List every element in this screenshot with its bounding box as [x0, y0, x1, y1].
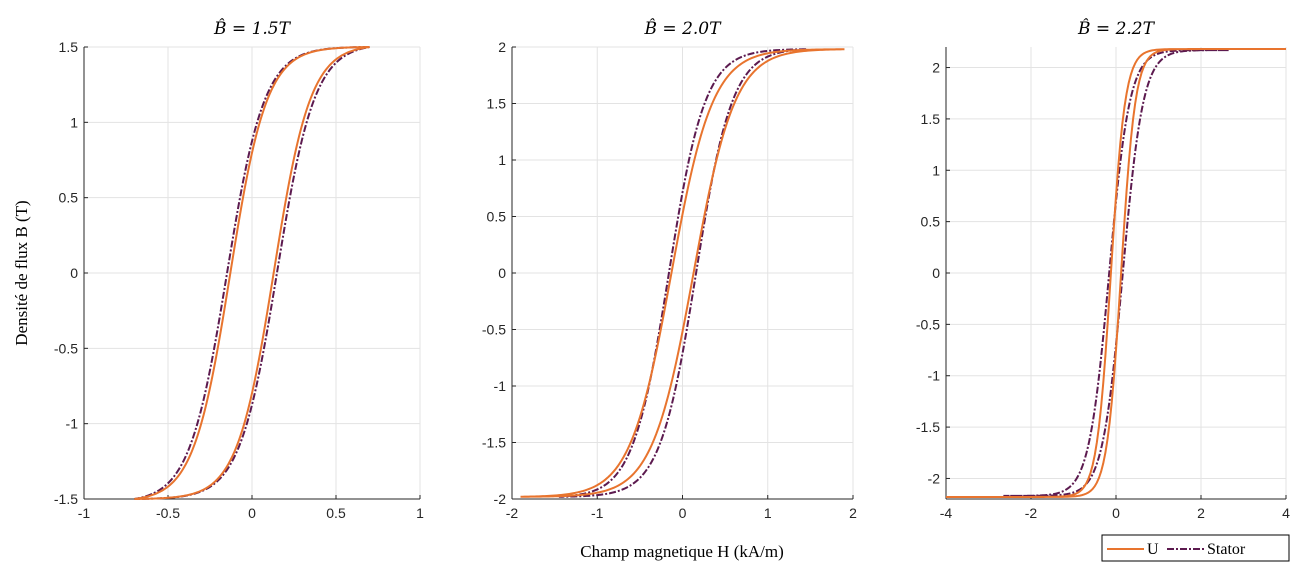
y-tick-label: 1: [498, 152, 506, 168]
x-tick-label: -2: [1025, 505, 1038, 521]
series-u-curve: [520, 48, 845, 498]
y-tick-label: -2: [494, 491, 507, 507]
y-tick-label: 2: [498, 39, 506, 55]
y-tick-label: 1: [70, 114, 78, 130]
y-tick-label: 0: [70, 265, 78, 281]
y-tick-label: 0.5: [487, 209, 507, 225]
y-tick-label: 0.5: [921, 214, 941, 230]
x-tick-label: 2: [849, 505, 857, 521]
y-tick-label: -1.5: [54, 491, 78, 507]
x-tick-label: 1: [764, 505, 772, 521]
x-tick-label: 0.5: [326, 505, 346, 521]
x-tick-label: -1: [591, 505, 604, 521]
panel-3: -4 -2 0 2 4 -2 -1.5 -1 -0.5 0 0.5 1 1.5 2 B̂ = 2.2T: [916, 19, 1290, 521]
x-tick-label: -4: [940, 505, 953, 521]
panel-title: B̂ = 1.5T: [213, 19, 292, 39]
y-tick-label: -1.5: [916, 419, 940, 435]
y-axis-label: Densité de flux B (T): [12, 200, 31, 345]
y-tick-label: 1.5: [487, 96, 507, 112]
y-tick-label: -0.5: [916, 316, 940, 332]
series-u-curve: [134, 46, 370, 500]
y-tick-label: 1: [932, 162, 940, 178]
y-tick-label: 1.5: [921, 111, 941, 127]
legend-label-stator: Stator: [1207, 541, 1246, 558]
panel-title: B̂ = 2.0T: [644, 19, 723, 39]
x-tick-label: -1: [78, 505, 91, 521]
y-tick-label: -0.5: [482, 322, 506, 338]
y-tick-label: -1: [66, 416, 79, 432]
y-tick-label: 0: [498, 265, 506, 281]
panel-2: -2 -1 0 1 2 -2 -1.5 -1 -0.5 0 0.5 1 1.5 2 B̂ = 2.0T: [482, 19, 857, 521]
x-tick-label: -2: [506, 505, 519, 521]
y-tick-label: -0.5: [54, 340, 78, 356]
x-tick-label: 1: [416, 505, 424, 521]
panel-1: -1 -0.5 0 0.5 1-1.5-1-0.500.511.5B̂ = 1.5T: [54, 19, 424, 521]
x-tick-label: 2: [1197, 505, 1205, 521]
legend: U Stator: [1101, 534, 1290, 562]
series-stator-curve: [1003, 49, 1229, 497]
x-axis-label: Champ magnetique H (kA/m): [580, 542, 784, 561]
legend-label-u: U: [1147, 541, 1159, 558]
y-tick-label: 1.5: [59, 39, 79, 55]
y-tick-label: 0.5: [59, 190, 79, 206]
y-tick-label: -1: [494, 378, 507, 394]
y-tick-label: 0: [932, 265, 940, 281]
x-tick-label: 0: [248, 505, 256, 521]
y-tick-label: -1.5: [482, 435, 506, 451]
y-tick-label: -2: [928, 470, 941, 486]
x-tick-label: 0: [679, 505, 687, 521]
x-tick-label: 4: [1282, 505, 1290, 521]
y-tick-label: -1: [928, 368, 941, 384]
x-tick-label: 0: [1112, 505, 1120, 521]
y-tick-label: 2: [932, 60, 940, 76]
x-tick-label: -0.5: [156, 505, 180, 521]
panel-title: B̂ = 2.2T: [1077, 19, 1156, 39]
series-u-curve: [946, 48, 1286, 498]
